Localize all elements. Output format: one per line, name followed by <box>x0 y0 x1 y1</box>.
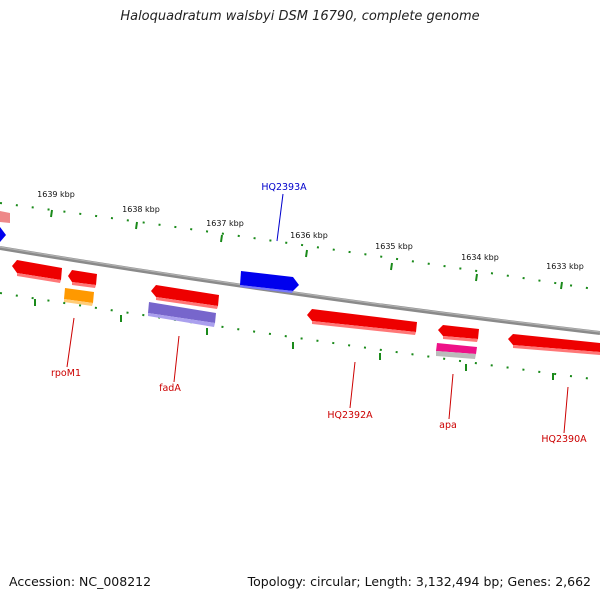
label-apa[interactable]: apa <box>439 420 457 431</box>
scale-labels: 1639 kbp 1638 kbp 1637 kbp 1636 kbp 1635… <box>37 190 584 271</box>
gene-red-2[interactable] <box>68 270 97 285</box>
reverse-genes <box>12 260 600 359</box>
label-rpom1[interactable]: rpoM1 <box>51 368 81 379</box>
major-ticks-forward <box>50 209 563 290</box>
reverse-tick-track <box>0 292 600 381</box>
scale-label-1639: 1639 kbp <box>37 190 75 199</box>
major-ticks-reverse <box>34 299 554 380</box>
forward-tick-track <box>0 202 600 291</box>
forward-genes <box>0 211 299 293</box>
leader-rpom1 <box>66 317 75 368</box>
leader-fada <box>173 335 180 383</box>
gene-fada[interactable] <box>148 302 216 323</box>
gene-red-3-shade <box>156 297 218 309</box>
scale-label-1637: 1637 kbp <box>206 219 244 228</box>
gene-rpom1-shade <box>64 299 93 306</box>
leader-hq2390a <box>563 386 569 434</box>
scale-label-1634: 1634 kbp <box>461 253 499 262</box>
genome-summary-text: Topology: circular; Length: 3,132,494 bp… <box>247 574 591 589</box>
gene-forward-edge[interactable] <box>0 227 6 242</box>
map-title: Haloquadratum walsbyi DSM 16790, complet… <box>120 9 480 24</box>
gene-red-1[interactable] <box>12 260 62 280</box>
genome-backbone-highlight <box>0 246 600 333</box>
gene-hq2393a-shade <box>240 285 293 293</box>
leader-apa <box>448 373 454 420</box>
label-hq2392a[interactable]: HQ2392A <box>327 410 373 421</box>
accession-text: Accession: NC_008212 <box>9 574 152 589</box>
scale-label-1638: 1638 kbp <box>122 205 160 214</box>
gene-red-2-shade <box>72 282 96 288</box>
gene-apa-gray[interactable] <box>436 351 476 359</box>
gene-pink-edge[interactable] <box>0 211 10 223</box>
scale-label-1635: 1635 kbp <box>375 242 413 251</box>
gene-hq2392a-shade <box>312 321 416 335</box>
scale-label-1636: 1636 kbp <box>290 231 328 240</box>
label-hq2393a[interactable]: HQ2393A <box>261 182 307 193</box>
gene-hq2390a-shade <box>513 345 600 355</box>
label-fada[interactable]: fadA <box>159 383 181 394</box>
gene-rpom1[interactable] <box>64 288 94 303</box>
gene-red-1-shade <box>17 273 61 283</box>
minor-ticks-reverse <box>0 292 600 381</box>
gene-hq2390a[interactable] <box>508 334 600 352</box>
gene-labels: HQ2393A rpoM1 fadA HQ2392A apa HQ2390A <box>51 182 587 445</box>
genome-backbone <box>0 246 600 335</box>
gene-red-4-shade <box>443 336 478 342</box>
label-hq2390a[interactable]: HQ2390A <box>541 434 587 445</box>
label-leaders <box>66 193 569 434</box>
gene-apa[interactable] <box>436 343 477 354</box>
gene-hq2393a[interactable] <box>240 271 299 291</box>
gene-red-3[interactable] <box>151 285 219 306</box>
gene-fada-shade <box>148 313 215 327</box>
gene-hq2392a[interactable] <box>307 309 417 332</box>
scale-label-1633: 1633 kbp <box>546 262 584 271</box>
leader-hq2393a <box>276 193 284 242</box>
leader-hq2392a <box>349 361 356 409</box>
gene-red-4[interactable] <box>438 325 479 339</box>
